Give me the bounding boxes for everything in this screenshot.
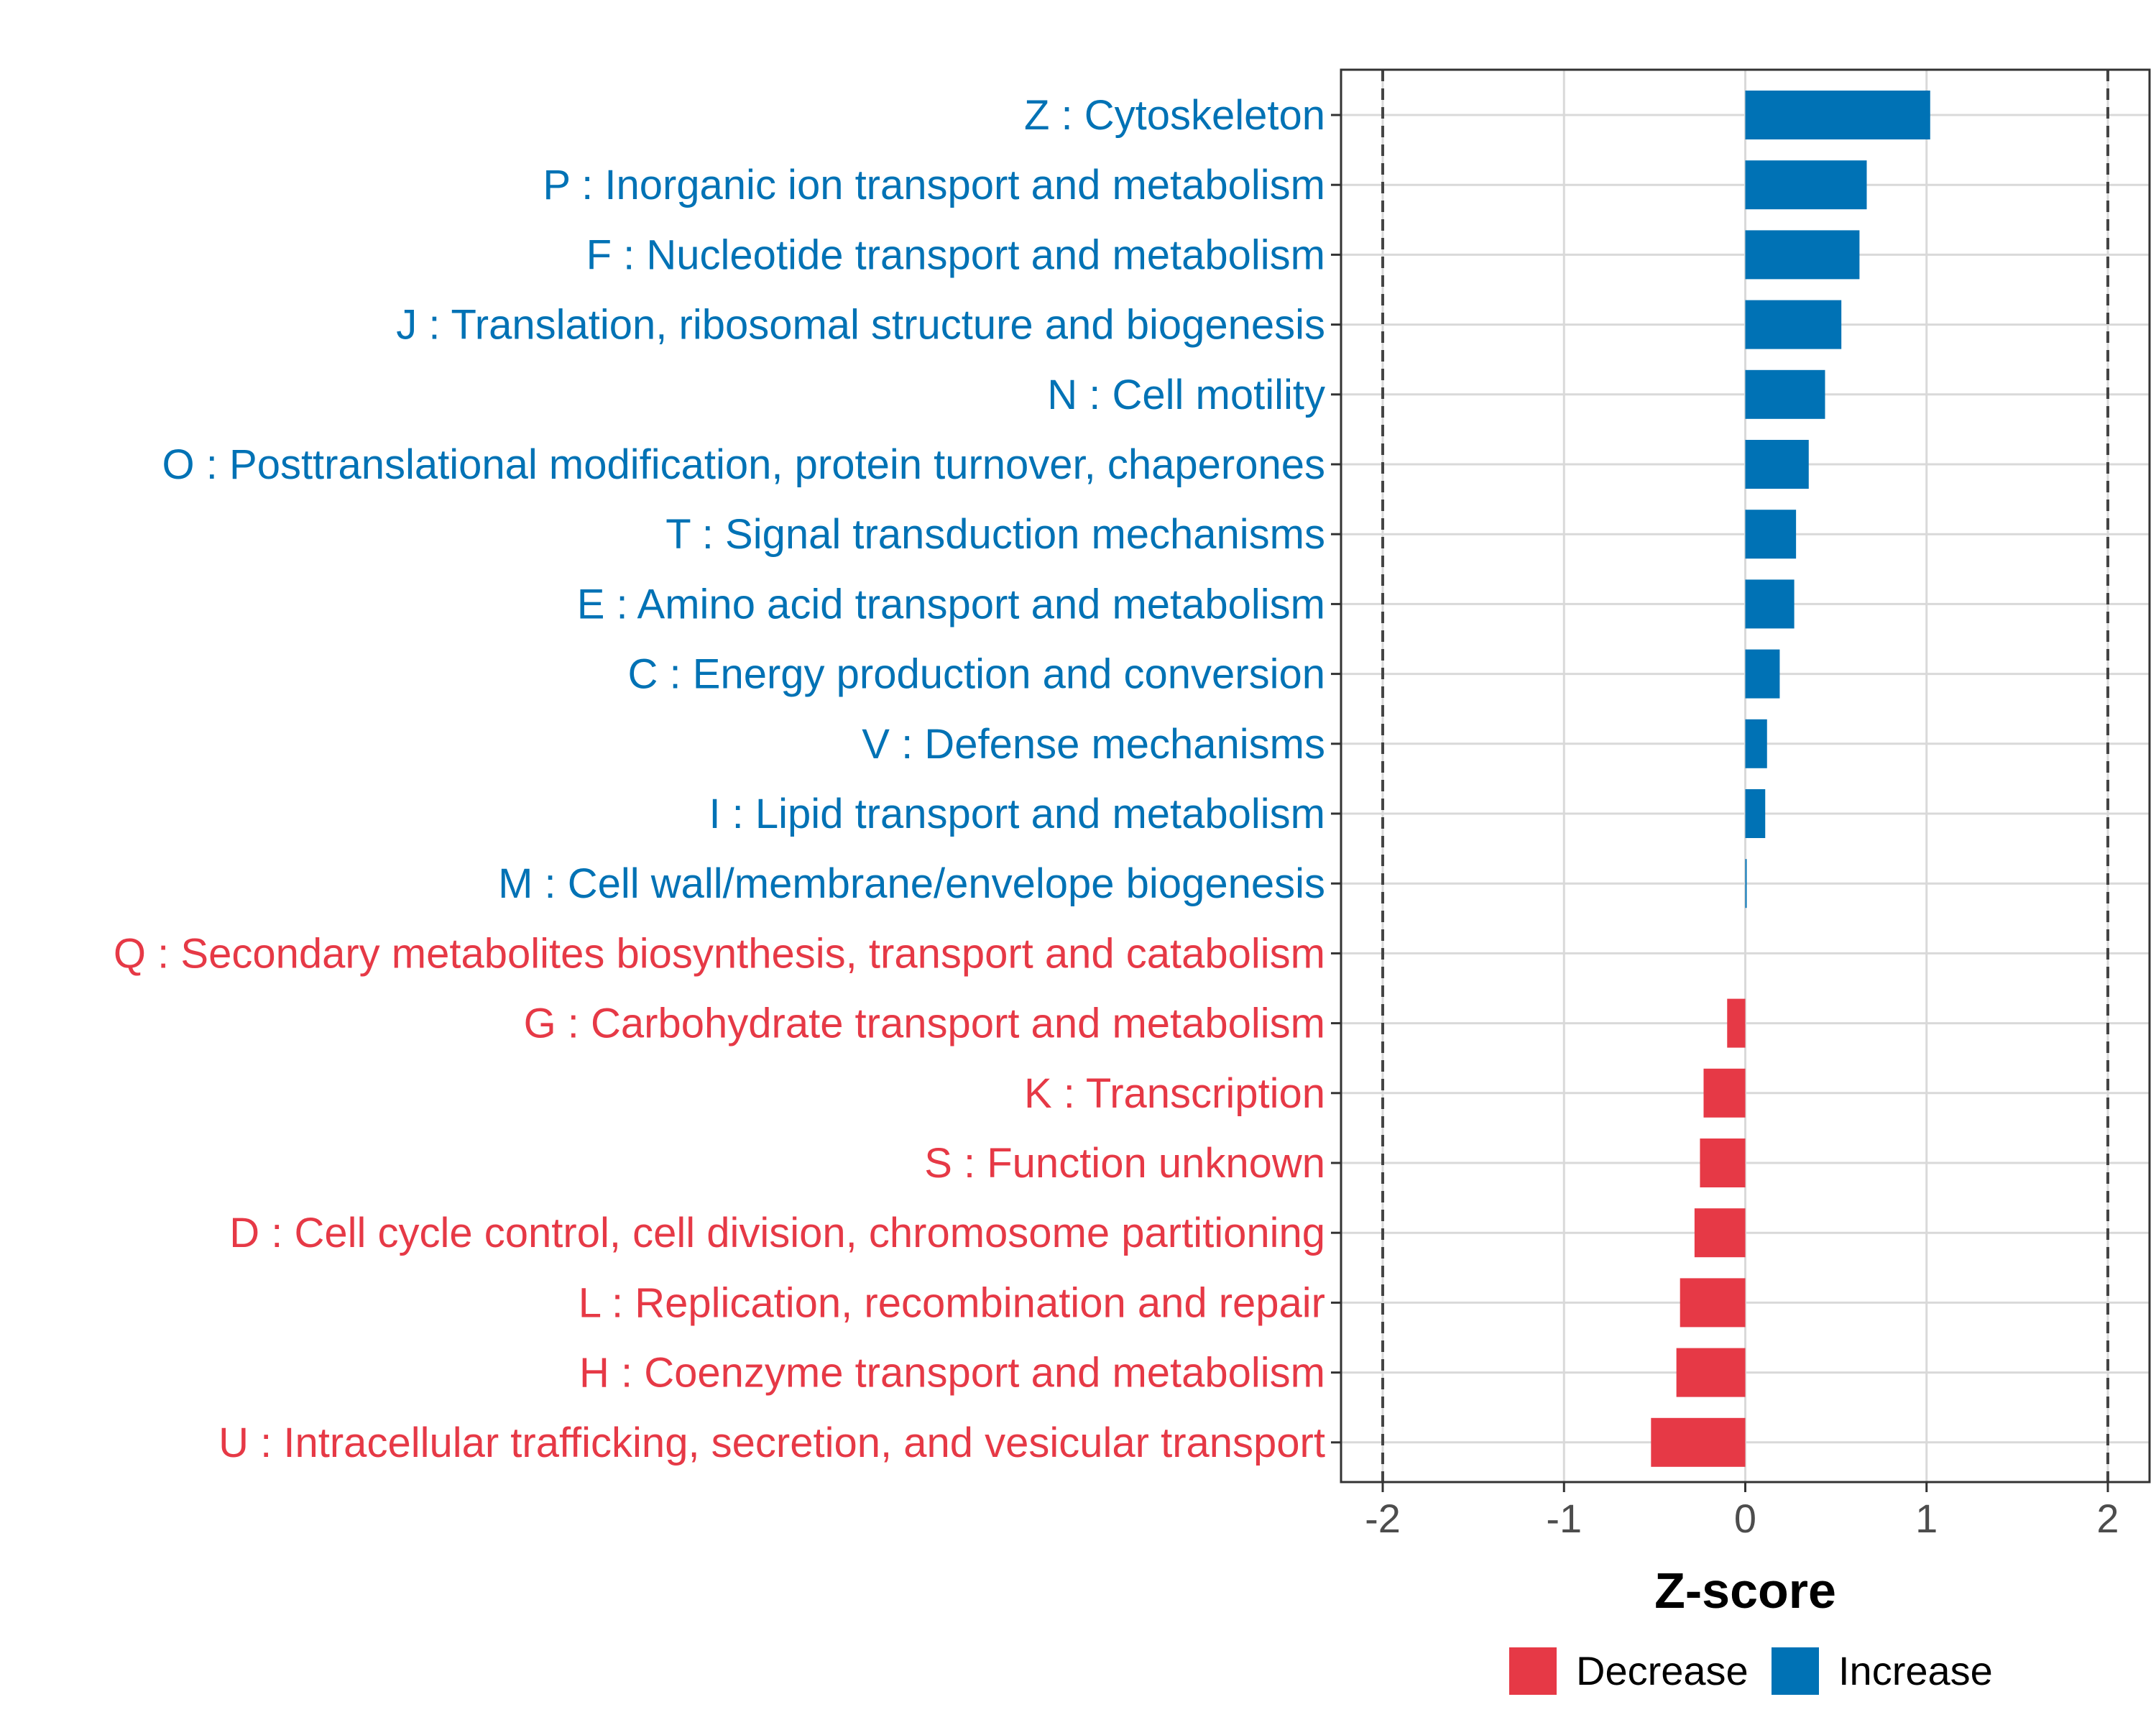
legend-swatch-decrease [1509,1647,1557,1695]
category-label: Z : Cytoskeleton [1024,92,1325,139]
category-label: O : Posttranslational modification, prot… [162,441,1325,488]
category-label: M : Cell wall/membrane/envelope biogenes… [498,860,1325,907]
category-label: L : Replication, recombination and repai… [579,1279,1325,1326]
category-labels: Z : Cytoskeleton P : Inorganic ion transp… [114,92,1325,1466]
category-label: T : Signal transduction mechanisms [665,511,1325,558]
x-tick-label: -2 [1365,1496,1401,1541]
grid-lines [1341,70,2150,1482]
bar [1727,998,1746,1048]
x-axis-title: Z-score [1654,1563,1836,1619]
x-tick-label: 2 [2096,1496,2119,1541]
category-label: E : Amino acid transport and metabolism [577,581,1325,627]
bar [1745,300,1842,349]
category-label: F : Nucleotide transport and metabolism [586,231,1325,278]
legend-label-increase: Increase [1838,1648,1993,1693]
bar [1700,1138,1746,1187]
bar [1745,789,1766,838]
category-label: H : Coenzyme transport and metabolism [579,1350,1325,1397]
axis-ticks: -2 -1 0 1 2 [1331,114,2119,1541]
legend-label-decrease: Decrease [1576,1648,1749,1693]
x-tick-label: 1 [1915,1496,1938,1541]
category-label: N : Cell motility [1047,372,1325,418]
category-label: G : Carbohydrate transport and metabolis… [524,1000,1325,1047]
bar [1745,859,1747,908]
bar [1745,510,1797,559]
bar [1651,1417,1746,1467]
bar [1745,719,1767,768]
bar [1745,369,1825,419]
bars [1651,91,1930,1467]
category-label: P : Inorganic ion transport and metaboli… [543,162,1325,208]
bar [1745,91,1930,139]
category-label: V : Defense mechanisms [862,721,1325,768]
category-label: J : Translation, ribosomal structure and… [396,302,1325,349]
x-tick-label: 0 [1734,1496,1756,1541]
category-label: D : Cell cycle control, cell division, c… [229,1210,1325,1256]
bar [1694,1208,1746,1258]
threshold-lines [1381,70,2109,1482]
category-label: K : Transcription [1024,1070,1325,1117]
category-label: I : Lipid transport and metabolism [709,791,1325,837]
bar [1703,1068,1746,1118]
category-label: Q : Secondary metabolites biosynthesis, … [114,930,1325,977]
legend: Decrease Increase [1509,1647,1993,1695]
bar [1745,579,1795,629]
category-label: S : Function unknown [924,1140,1325,1187]
bar [1745,160,1867,210]
bar [1676,1348,1746,1397]
bar [1680,1278,1746,1328]
x-tick-label: -1 [1546,1496,1582,1541]
category-label: C : Energy production and conversion [628,651,1325,698]
bar [1745,440,1809,489]
bar [1745,230,1860,280]
category-label: U : Intracellular trafficking, secretion… [218,1420,1325,1466]
legend-swatch-increase [1772,1647,1819,1695]
bar [1745,649,1780,699]
